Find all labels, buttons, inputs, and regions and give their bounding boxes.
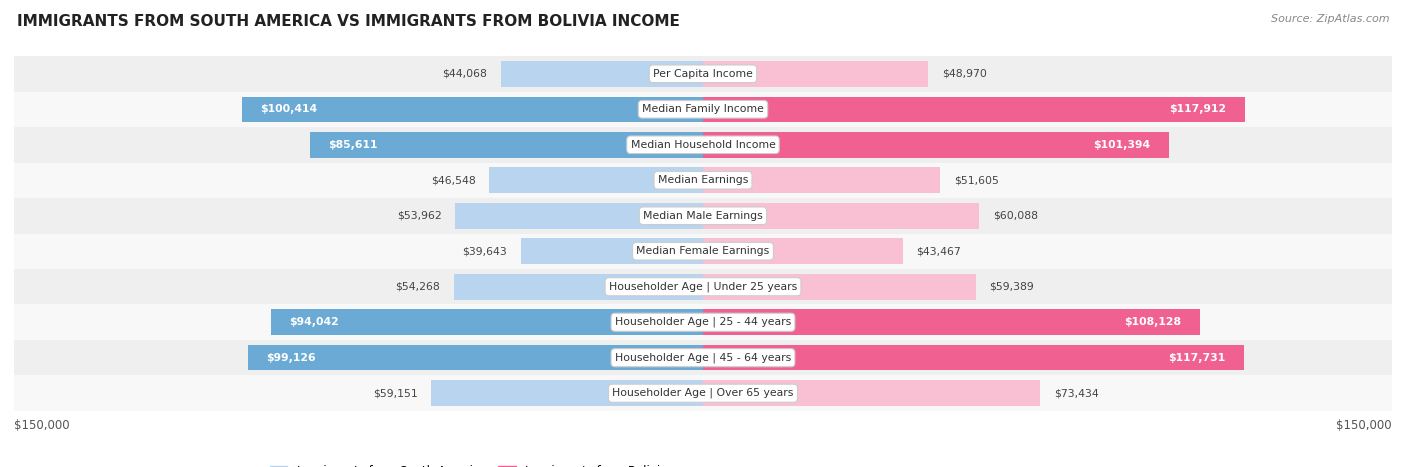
Text: $48,970: $48,970 bbox=[942, 69, 987, 79]
Bar bbox=[520, 239, 703, 264]
Bar bbox=[242, 97, 703, 122]
Text: $51,605: $51,605 bbox=[953, 175, 998, 185]
Bar bbox=[501, 61, 703, 86]
Legend: Immigrants from South America, Immigrants from Bolivia: Immigrants from South America, Immigrant… bbox=[264, 460, 672, 467]
Text: $44,068: $44,068 bbox=[441, 69, 486, 79]
Text: $54,268: $54,268 bbox=[395, 282, 440, 292]
Text: $60,088: $60,088 bbox=[993, 211, 1038, 221]
Bar bbox=[703, 132, 1168, 157]
Bar bbox=[309, 132, 703, 157]
Text: Householder Age | Under 25 years: Householder Age | Under 25 years bbox=[609, 282, 797, 292]
Text: Householder Age | 25 - 44 years: Householder Age | 25 - 44 years bbox=[614, 317, 792, 327]
Text: Median Male Earnings: Median Male Earnings bbox=[643, 211, 763, 221]
Bar bbox=[703, 203, 979, 228]
Bar bbox=[247, 345, 703, 370]
Bar bbox=[703, 61, 928, 86]
Text: Source: ZipAtlas.com: Source: ZipAtlas.com bbox=[1271, 14, 1389, 24]
Text: $117,912: $117,912 bbox=[1168, 104, 1226, 114]
Text: $100,414: $100,414 bbox=[260, 104, 318, 114]
Text: $73,434: $73,434 bbox=[1054, 388, 1099, 398]
Bar bbox=[703, 381, 1040, 406]
Text: $59,389: $59,389 bbox=[990, 282, 1035, 292]
Bar bbox=[703, 345, 1244, 370]
Text: $150,000: $150,000 bbox=[1336, 419, 1392, 432]
Bar bbox=[489, 168, 703, 193]
Text: $39,643: $39,643 bbox=[463, 246, 508, 256]
Text: Per Capita Income: Per Capita Income bbox=[652, 69, 754, 79]
Text: $117,731: $117,731 bbox=[1168, 353, 1226, 363]
Bar bbox=[14, 56, 1392, 92]
Bar bbox=[703, 168, 941, 193]
Text: $85,611: $85,611 bbox=[328, 140, 378, 150]
Text: $150,000: $150,000 bbox=[14, 419, 70, 432]
Text: IMMIGRANTS FROM SOUTH AMERICA VS IMMIGRANTS FROM BOLIVIA INCOME: IMMIGRANTS FROM SOUTH AMERICA VS IMMIGRA… bbox=[17, 14, 679, 29]
Text: $94,042: $94,042 bbox=[290, 317, 339, 327]
Bar bbox=[14, 304, 1392, 340]
Text: $108,128: $108,128 bbox=[1125, 317, 1181, 327]
Bar bbox=[14, 340, 1392, 375]
Text: $59,151: $59,151 bbox=[373, 388, 418, 398]
Bar bbox=[14, 375, 1392, 411]
Bar bbox=[14, 163, 1392, 198]
Bar bbox=[432, 381, 703, 406]
Bar bbox=[271, 310, 703, 335]
Bar bbox=[456, 203, 703, 228]
Bar bbox=[14, 127, 1392, 163]
Text: $53,962: $53,962 bbox=[396, 211, 441, 221]
Text: $101,394: $101,394 bbox=[1094, 140, 1150, 150]
Text: Median Female Earnings: Median Female Earnings bbox=[637, 246, 769, 256]
Text: Median Family Income: Median Family Income bbox=[643, 104, 763, 114]
Text: Median Household Income: Median Household Income bbox=[630, 140, 776, 150]
Text: Median Earnings: Median Earnings bbox=[658, 175, 748, 185]
Bar bbox=[703, 97, 1244, 122]
Bar bbox=[454, 274, 703, 299]
Text: $46,548: $46,548 bbox=[430, 175, 475, 185]
Bar bbox=[14, 92, 1392, 127]
Text: Householder Age | 45 - 64 years: Householder Age | 45 - 64 years bbox=[614, 353, 792, 363]
Bar bbox=[14, 269, 1392, 304]
Bar bbox=[14, 198, 1392, 234]
Text: $99,126: $99,126 bbox=[266, 353, 316, 363]
Text: Householder Age | Over 65 years: Householder Age | Over 65 years bbox=[612, 388, 794, 398]
Bar bbox=[703, 239, 903, 264]
Text: $43,467: $43,467 bbox=[917, 246, 962, 256]
Bar bbox=[703, 310, 1199, 335]
Bar bbox=[14, 234, 1392, 269]
Bar bbox=[703, 274, 976, 299]
